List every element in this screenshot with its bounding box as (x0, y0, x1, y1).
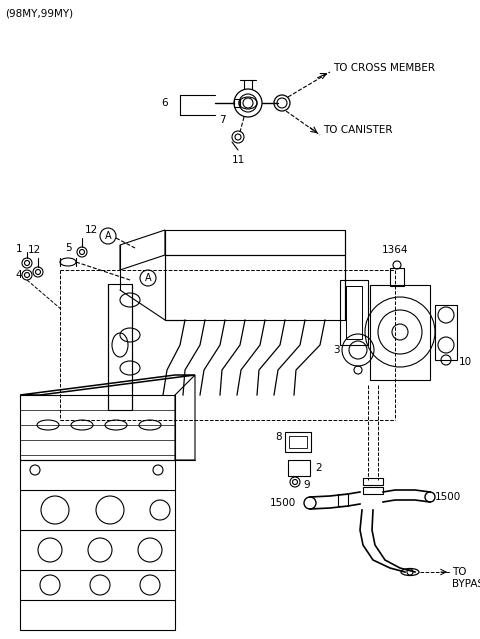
Bar (363, 478, 383, 485)
Text: 9: 9 (303, 480, 310, 490)
Text: 7: 7 (219, 115, 226, 125)
Text: TO
BYPASS: TO BYPASS (452, 567, 480, 589)
Bar (363, 487, 383, 494)
Circle shape (304, 497, 316, 509)
Bar (234, 99, 240, 107)
Circle shape (407, 569, 413, 575)
Text: 12: 12 (85, 225, 98, 235)
Bar (289, 436, 307, 448)
Circle shape (140, 270, 156, 286)
Circle shape (100, 228, 116, 244)
Text: A: A (105, 231, 111, 241)
Bar (285, 432, 311, 452)
Text: 10: 10 (459, 357, 472, 367)
Text: 1364: 1364 (382, 245, 408, 255)
Bar (338, 494, 348, 506)
Text: A: A (144, 273, 151, 283)
Text: TO CANISTER: TO CANISTER (323, 125, 393, 135)
Text: 4: 4 (15, 270, 22, 280)
Text: 12: 12 (27, 245, 41, 255)
Text: (98MY,99MY): (98MY,99MY) (5, 8, 73, 18)
Text: 8: 8 (276, 432, 282, 442)
Text: 11: 11 (231, 155, 245, 165)
Text: 5: 5 (65, 243, 72, 253)
Text: 3: 3 (334, 345, 340, 355)
Circle shape (425, 492, 435, 502)
Text: 6: 6 (161, 98, 168, 108)
Text: 1: 1 (15, 244, 22, 254)
Text: TO CROSS MEMBER: TO CROSS MEMBER (333, 63, 435, 73)
Bar (390, 268, 404, 286)
Text: 2: 2 (315, 463, 322, 473)
Text: 1500: 1500 (270, 498, 296, 508)
Text: 1500: 1500 (435, 492, 461, 502)
Bar (346, 286, 362, 339)
Bar (340, 280, 368, 345)
Bar (288, 460, 310, 476)
Bar (435, 305, 457, 360)
